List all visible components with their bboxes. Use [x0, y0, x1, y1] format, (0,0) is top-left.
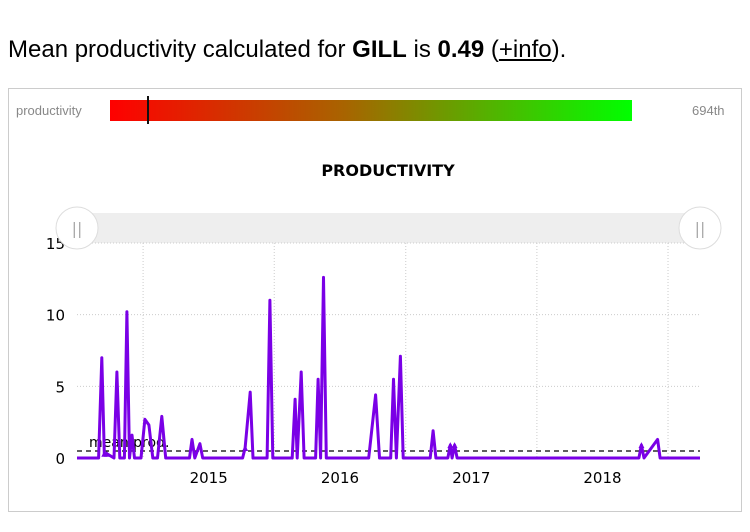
headline-prefix: Mean productivity calculated for	[8, 36, 353, 63]
svg-text:||: ||	[72, 219, 83, 238]
chart-title: PRODUCTIVITY	[321, 161, 455, 180]
paren-open: (	[484, 36, 499, 63]
headline: Mean productivity calculated for GILL is…	[8, 36, 566, 64]
chart-panel	[8, 88, 742, 512]
rank-marker	[146, 96, 149, 124]
navigator-handle-left[interactable]: ||	[55, 206, 99, 250]
rank-label: productivity	[16, 103, 82, 118]
rank-value: 694th	[692, 103, 725, 118]
navigator-track[interactable]	[77, 213, 700, 243]
mean-value: 0.49	[437, 36, 485, 63]
navigator-handle-right[interactable]: ||	[678, 206, 722, 250]
info-link[interactable]: +info	[498, 36, 552, 63]
headline-middle: is	[406, 36, 438, 63]
y-tick-label: 10	[46, 307, 65, 325]
x-tick-label: 2018	[583, 469, 621, 487]
subject-name: GILL	[352, 36, 407, 63]
rank-gradient-bar	[110, 100, 632, 121]
x-tick-label: 2015	[190, 469, 228, 487]
productivity-series-line	[77, 275, 700, 460]
x-tick-label: 2016	[321, 469, 359, 487]
paren-close: ).	[551, 36, 567, 63]
x-tick-label: 2017	[452, 469, 490, 487]
y-tick-label: 0	[55, 450, 65, 468]
svg-text:||: ||	[695, 219, 706, 238]
y-tick-label: 5	[55, 378, 65, 396]
